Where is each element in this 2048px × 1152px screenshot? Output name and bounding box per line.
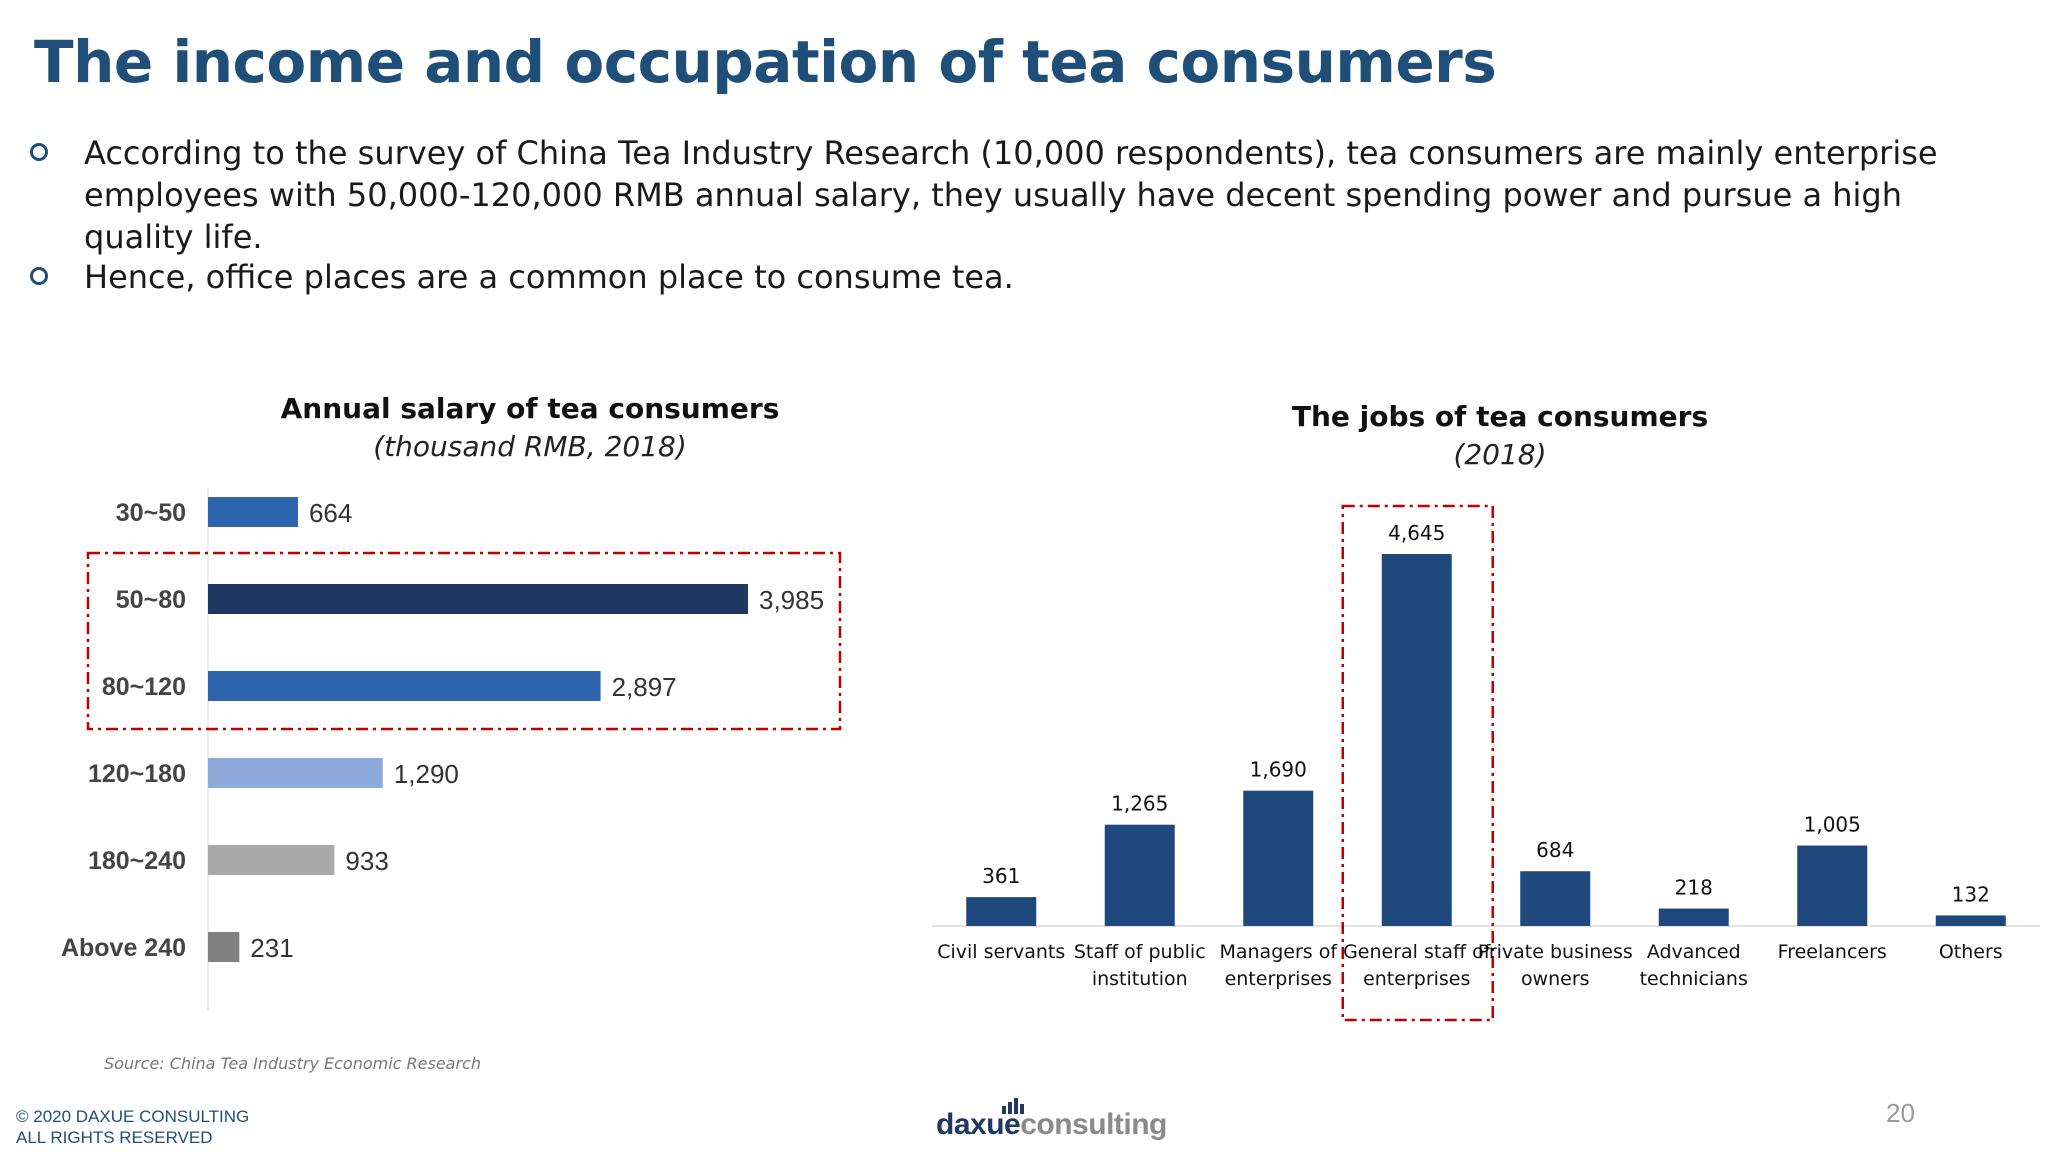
logo-text-daxue: daxue	[936, 1108, 1021, 1141]
jobs-category-label: Managers of	[1219, 941, 1338, 963]
salary-chart-subtitle: (thousand RMB, 2018)	[373, 430, 687, 463]
jobs-bar	[1520, 871, 1591, 926]
jobs-bar	[1104, 824, 1175, 926]
salary-bar	[208, 497, 298, 527]
page-number: 20	[1886, 1098, 1915, 1128]
jobs-category-label: enterprises	[1363, 968, 1470, 990]
logo-bars-icon	[1002, 1098, 1026, 1114]
salary-bar	[208, 932, 240, 962]
jobs-value-label: 1,005	[1804, 813, 1861, 837]
jobs-value-label: 4,645	[1388, 521, 1445, 545]
jobs-category-label: Advanced	[1647, 941, 1741, 963]
jobs-value-label: 684	[1536, 838, 1574, 862]
bullet-circle-icon	[30, 267, 48, 285]
jobs-category-label: technicians	[1640, 968, 1748, 990]
salary-bar	[208, 845, 335, 875]
salary-category-label: 120~180	[88, 760, 186, 788]
jobs-bar	[1797, 845, 1868, 926]
jobs-value-label: 361	[982, 864, 1020, 888]
jobs-category-label: General staff of	[1343, 941, 1492, 963]
salary-value-label: 231	[250, 933, 293, 963]
bullet-point-survey: According to the survey of China Tea Ind…	[30, 132, 2014, 258]
jobs-chart-subtitle: (2018)	[1453, 438, 1547, 471]
bullet-circle-icon	[30, 143, 48, 161]
salary-category-label: 50~80	[116, 586, 186, 614]
salary-value-label: 933	[345, 846, 388, 876]
salary-category-label: 30~50	[116, 499, 186, 527]
salary-value-label: 664	[309, 498, 352, 528]
jobs-category-label: enterprises	[1225, 968, 1332, 990]
copyright-notice: © 2020 DAXUE CONSULTING ALL RIGHTS RESER…	[16, 1106, 249, 1148]
bullet-text: According to the survey of China Tea Ind…	[84, 134, 1938, 256]
jobs-category-label: Staff of public	[1074, 941, 1206, 963]
salary-bar	[208, 758, 383, 788]
jobs-value-label: 1,690	[1250, 758, 1307, 782]
logo-text-consulting: consulting	[1020, 1108, 1167, 1141]
bullet-text: Hence, office places are a common place …	[84, 258, 1014, 296]
salary-bar-chart: 30~50 664 50~80 3,985 80~120 2,897 120~180 1,29…	[61, 488, 842, 1010]
salary-category-label: 180~240	[88, 847, 186, 875]
source-note: Source: China Tea Industry Economic Rese…	[104, 1054, 481, 1073]
jobs-bar	[1658, 908, 1729, 926]
jobs-category-label: Private business	[1478, 941, 1633, 963]
bullet-point-office: Hence, office places are a common place …	[30, 256, 2014, 298]
jobs-category-label: institution	[1092, 968, 1188, 990]
company-logo: daxueconsulting	[936, 1108, 1167, 1142]
salary-value-label: 3,985	[759, 585, 824, 615]
jobs-category-label: Others	[1939, 941, 2003, 963]
jobs-chart-title: The jobs of tea consumers	[1291, 400, 1709, 433]
salary-bar	[208, 584, 748, 614]
jobs-bar	[966, 897, 1037, 926]
salary-bar	[208, 671, 601, 701]
jobs-bar	[1381, 554, 1452, 926]
jobs-value-label: 132	[1952, 882, 1990, 906]
jobs-category-label: owners	[1521, 968, 1590, 990]
jobs-category-label: Civil servants	[937, 941, 1065, 963]
jobs-value-label: 218	[1675, 876, 1713, 900]
salary-value-label: 1,290	[394, 759, 459, 789]
salary-category-label: Above 240	[61, 934, 186, 962]
salary-category-label: 80~120	[102, 673, 186, 701]
salary-chart-title: Annual salary of tea consumers	[280, 392, 780, 425]
salary-highlight-box	[86, 551, 842, 731]
jobs-bar	[1935, 915, 2006, 926]
jobs-category-label: Freelancers	[1778, 941, 1887, 963]
jobs-highlight-box	[1341, 504, 1494, 1022]
copyright-line: © 2020 DAXUE CONSULTING	[16, 1107, 250, 1126]
slide-title: The income and occupation of tea consume…	[34, 28, 1497, 96]
jobs-value-label: 1,265	[1111, 792, 1168, 816]
jobs-bar-chart: 361 Civil servants 1,265 Staff of public ins…	[932, 504, 2040, 1022]
salary-value-label: 2,897	[612, 672, 677, 702]
jobs-bar	[1243, 790, 1314, 926]
copyright-line: ALL RIGHTS RESERVED	[16, 1128, 213, 1147]
